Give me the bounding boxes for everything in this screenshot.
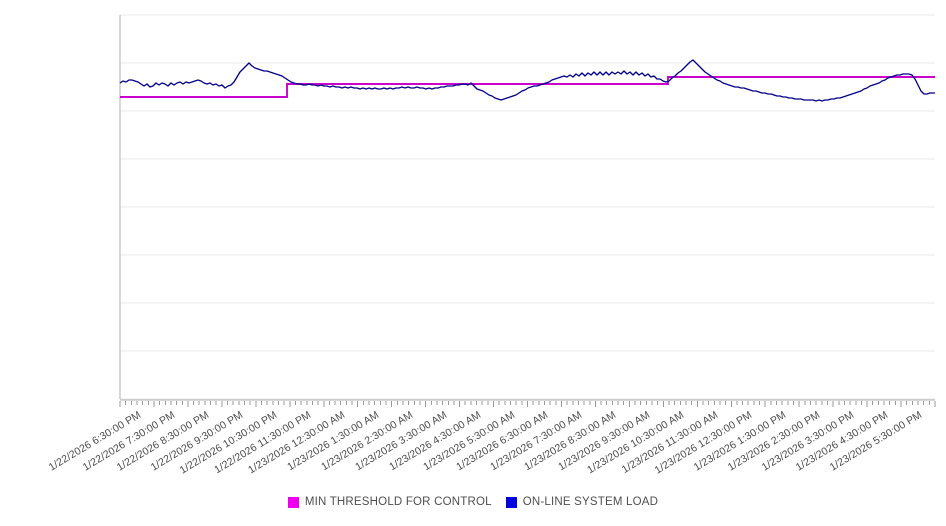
legend-item-label: ON-LINE SYSTEM LOAD — [522, 496, 659, 508]
legend-color-swatch — [287, 496, 299, 508]
series-line-on-line-system-load — [119, 59, 935, 102]
legend-item[interactable]: ON-LINE SYSTEM LOAD — [505, 496, 659, 508]
legend-item[interactable]: MIN THRESHOLD FOR CONTROL — [287, 496, 492, 508]
series-group — [119, 59, 935, 102]
axis-ticks-group — [119, 401, 936, 407]
chart-legend: MIN THRESHOLD FOR CONTROL ON-LINE SYSTEM … — [0, 496, 946, 508]
legend-color-swatch — [505, 496, 517, 508]
gridlines-group — [120, 14, 935, 400]
series-line-min-threshold-for-control — [120, 76, 935, 98]
axis-lines-group — [119, 15, 935, 401]
legend-item-label: MIN THRESHOLD FOR CONTROL — [304, 496, 492, 508]
